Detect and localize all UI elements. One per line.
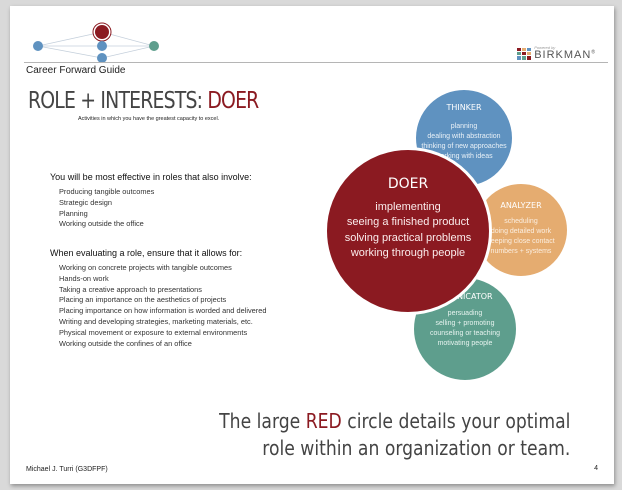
guide-title: Career Forward Guide bbox=[26, 65, 126, 76]
circle-item: motivating people bbox=[437, 340, 493, 347]
list-item: Physical movement or exposure to externa… bbox=[59, 327, 248, 337]
evaluate-role-section: When evaluating a role, ensure that it a… bbox=[50, 248, 266, 349]
circle-item: scheduling bbox=[504, 218, 538, 225]
circle-title: THINKER bbox=[446, 103, 482, 112]
page-subtitle: Activities in which you have the greates… bbox=[78, 116, 220, 122]
brand-tagline: Powered by bbox=[534, 45, 556, 50]
birkman-logo-icon bbox=[517, 47, 532, 60]
circle-item: thinking of new approaches bbox=[421, 143, 507, 150]
header-divider bbox=[24, 62, 608, 63]
callout-text: The large RED circle details your optima… bbox=[219, 408, 570, 462]
list-item: Planning bbox=[59, 208, 88, 218]
circle-item: persuading bbox=[447, 310, 483, 317]
circle-item: working through people bbox=[350, 247, 466, 260]
circle-item: keeping close contact bbox=[487, 238, 555, 245]
circle-item: counseling or teaching bbox=[429, 330, 501, 337]
circle-item: dealing with abstraction bbox=[427, 133, 501, 140]
circle-title: DOER bbox=[387, 176, 429, 192]
circle-item: selling + promoting bbox=[435, 320, 495, 327]
document-page: Powered by BIRKMAN® Career Forward Guide… bbox=[10, 6, 614, 484]
doer-circle: DOER implementing seeing a finished prod… bbox=[324, 147, 492, 315]
list-item: Strategic design bbox=[59, 197, 112, 207]
list-item: Producing tangible outcomes bbox=[59, 187, 155, 196]
list-item: Writing and developing strategies, marke… bbox=[59, 316, 253, 326]
list-item: Working outside the office bbox=[59, 219, 144, 229]
network-nodes-icon bbox=[33, 22, 159, 63]
list-item: Working outside the confines of an offic… bbox=[59, 338, 192, 348]
circle-title: MMUNICATOR bbox=[437, 292, 493, 301]
circle-item: working with ideas bbox=[435, 153, 493, 160]
effective-roles-section: You will be most effective in roles that… bbox=[50, 172, 252, 230]
circle-item: solving practical problems bbox=[344, 231, 472, 244]
page-title: ROLE + INTERESTS: DOER bbox=[28, 88, 259, 114]
birkman-logo: Powered by BIRKMAN® bbox=[517, 46, 596, 61]
effective-roles-list: Producing tangible outcomes Strategic de… bbox=[50, 187, 252, 230]
list-item: Placing an importance on the aesthetics … bbox=[59, 295, 227, 305]
list-item: Hands-on work bbox=[59, 273, 109, 283]
list-item: Placing importance on how information is… bbox=[59, 306, 267, 316]
circle-item: doing detailed work bbox=[490, 228, 552, 235]
section-heading: When evaluating a role, ensure that it a… bbox=[50, 248, 243, 258]
circle-item: numbers + systems bbox=[490, 248, 552, 255]
circle-item: implementing bbox=[375, 201, 441, 213]
brand-name: BIRKMAN® bbox=[534, 49, 596, 61]
callout-line-1: The large RED circle details your optima… bbox=[218, 409, 570, 433]
author-name: Michael J. Turri (G3DFPF) bbox=[26, 466, 108, 473]
circle-item: seeing a finished product bbox=[346, 216, 470, 229]
section-heading: You will be most effective in roles that… bbox=[50, 172, 252, 182]
list-item: Taking a creative approach to presentati… bbox=[59, 284, 202, 294]
page-number: 4 bbox=[594, 465, 598, 472]
callout-line-2: role within an organization or team. bbox=[261, 436, 570, 460]
evaluate-role-list: Working on concrete projects with tangib… bbox=[50, 263, 266, 349]
list-item: Working on concrete projects with tangib… bbox=[59, 263, 232, 272]
circle-item: planning bbox=[450, 123, 478, 130]
circle-title: ANALYZER bbox=[500, 201, 542, 210]
